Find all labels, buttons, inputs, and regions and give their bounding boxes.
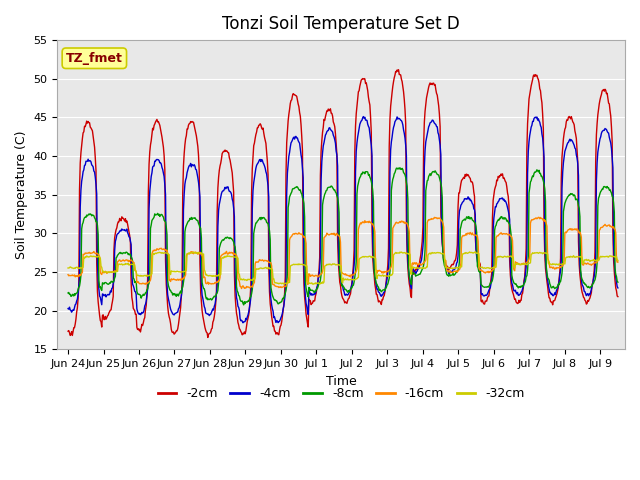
-8cm xyxy=(278,296,286,302)
-2cm xyxy=(614,294,621,300)
-32cm xyxy=(472,249,479,255)
-32cm xyxy=(257,265,265,271)
-16cm xyxy=(401,219,408,225)
-8cm xyxy=(258,215,266,220)
-32cm xyxy=(230,254,237,260)
-2cm xyxy=(432,87,440,93)
-8cm xyxy=(240,302,248,308)
-16cm xyxy=(534,215,542,220)
Y-axis label: Soil Temperature (C): Soil Temperature (C) xyxy=(15,131,28,259)
Title: Tonzi Soil Temperature Set D: Tonzi Soil Temperature Set D xyxy=(222,15,460,33)
-8cm xyxy=(64,290,72,296)
-4cm xyxy=(64,306,72,312)
-8cm xyxy=(396,165,404,170)
-16cm xyxy=(614,259,621,265)
-2cm xyxy=(230,270,238,276)
-8cm xyxy=(230,239,237,245)
-2cm xyxy=(278,313,286,319)
Line: -16cm: -16cm xyxy=(68,217,618,288)
Line: -2cm: -2cm xyxy=(68,70,618,337)
-4cm xyxy=(432,121,440,127)
-8cm xyxy=(432,169,440,175)
-32cm xyxy=(278,281,285,287)
-4cm xyxy=(401,135,409,141)
Text: TZ_fmet: TZ_fmet xyxy=(66,52,123,65)
-32cm xyxy=(309,281,317,287)
-2cm xyxy=(129,299,136,305)
-32cm xyxy=(64,265,72,271)
-2cm xyxy=(401,107,409,112)
-2cm xyxy=(395,67,403,72)
-16cm xyxy=(237,286,245,291)
-4cm xyxy=(129,281,136,287)
-2cm xyxy=(204,335,212,340)
-8cm xyxy=(401,172,409,178)
-4cm xyxy=(230,205,237,211)
-16cm xyxy=(230,252,237,258)
-4cm xyxy=(239,320,247,325)
-16cm xyxy=(64,272,72,277)
-2cm xyxy=(64,328,72,334)
-16cm xyxy=(278,284,286,290)
-2cm xyxy=(258,125,266,131)
-32cm xyxy=(129,262,136,267)
-16cm xyxy=(431,215,439,221)
-4cm xyxy=(278,311,286,316)
-16cm xyxy=(258,258,266,264)
X-axis label: Time: Time xyxy=(326,374,356,388)
-8cm xyxy=(129,258,136,264)
-4cm xyxy=(614,285,621,291)
Line: -32cm: -32cm xyxy=(68,252,618,284)
Line: -4cm: -4cm xyxy=(68,117,618,323)
-32cm xyxy=(614,258,621,264)
Legend: -2cm, -4cm, -8cm, -16cm, -32cm: -2cm, -4cm, -8cm, -16cm, -32cm xyxy=(152,382,530,405)
-32cm xyxy=(431,250,439,256)
-8cm xyxy=(614,279,621,285)
-4cm xyxy=(258,156,266,162)
-32cm xyxy=(401,250,408,255)
Line: -8cm: -8cm xyxy=(68,168,618,305)
-16cm xyxy=(129,259,136,264)
-4cm xyxy=(360,114,367,120)
